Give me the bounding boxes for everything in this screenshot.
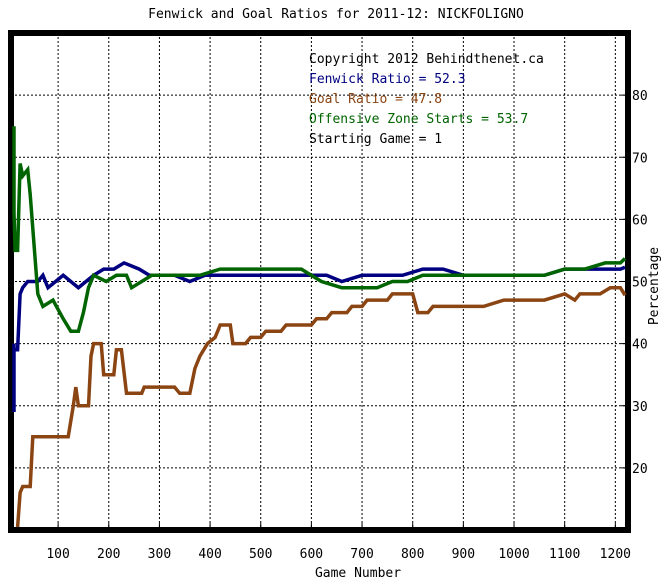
series-line-offensive-zone-starts <box>12 126 627 333</box>
plot-area <box>8 30 631 533</box>
x-tick-label: 1000 <box>498 547 529 562</box>
x-tick-label: 900 <box>452 547 475 562</box>
y-tick-label: 40 <box>632 338 648 353</box>
legend-entry: Starting Game = 1 <box>309 132 442 147</box>
x-axis-label: Game Number <box>315 566 401 580</box>
x-tick-label: 1100 <box>549 547 580 562</box>
x-tick-label: 1200 <box>600 547 631 562</box>
chart-title: Fenwick and Goal Ratios for 2011-12: NIC… <box>148 7 524 22</box>
x-tick-label: 800 <box>401 547 424 562</box>
legend: Copyright 2012 Behindthenet.ca Fenwick Ra… <box>309 52 544 147</box>
series-line-goal-ratio <box>15 285 627 528</box>
x-tick-label: 300 <box>148 547 171 562</box>
legend-entry: Copyright 2012 Behindthenet.ca <box>309 52 544 67</box>
legend-entry: Goal Ratio = 47.8 <box>309 92 442 107</box>
legend-entry: Offensive Zone Starts = 53.7 <box>309 112 528 127</box>
x-axis: 100 200 300 400 500 600 700 800 900 1000 1100 1200 <box>46 523 631 562</box>
y-tick-label: 30 <box>632 400 648 415</box>
x-tick-label: 700 <box>350 547 373 562</box>
y-tick-label: 70 <box>632 151 648 166</box>
y-tick-label: 20 <box>632 462 648 477</box>
y-tick-label: 60 <box>632 213 648 228</box>
y-tick-label: 50 <box>632 276 648 291</box>
x-tick-label: 100 <box>46 547 69 562</box>
x-tick-label: 500 <box>249 547 272 562</box>
series-lines <box>12 126 627 528</box>
legend-entry: Fenwick Ratio = 52.3 <box>309 72 466 87</box>
y-tick-label: 80 <box>632 89 648 104</box>
x-tick-label: 600 <box>300 547 323 562</box>
y-axis-label: Percentage <box>647 247 662 325</box>
y-axis: 20 30 40 50 60 70 80 <box>621 89 648 477</box>
x-tick-label: 200 <box>97 547 120 562</box>
x-tick-label: 400 <box>198 547 221 562</box>
